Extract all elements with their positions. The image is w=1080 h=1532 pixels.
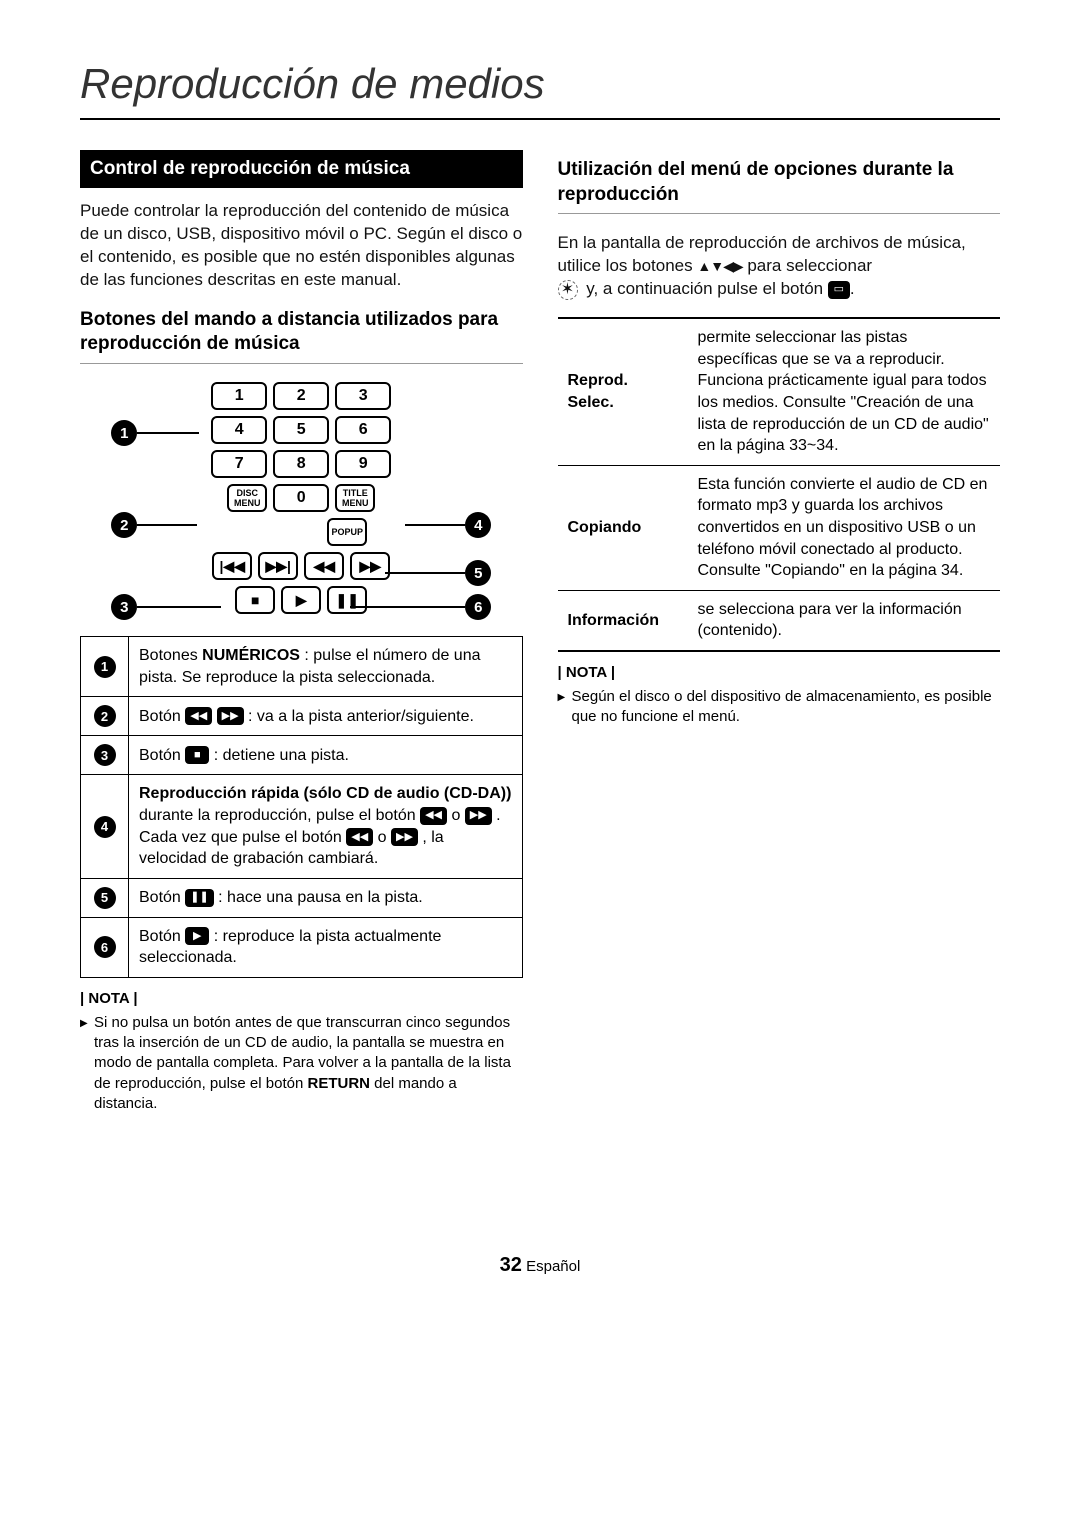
intro-paragraph: Puede controlar la reproducción del cont… xyxy=(80,200,523,292)
stop-icon: ■ xyxy=(185,746,209,764)
play-key: ▶ xyxy=(281,586,321,614)
page-number: 32 xyxy=(500,1254,522,1276)
remote-diagram: 1 2 3 4 5 6 1 2 3 4 5 6 xyxy=(80,382,523,614)
next-track-key: ▶▶| xyxy=(258,552,298,580)
keypad-1: 1 xyxy=(211,382,267,410)
row4-badge: 4 xyxy=(94,816,116,838)
keypad-7: 7 xyxy=(211,450,267,478)
popup-key: POPUP xyxy=(327,518,367,546)
nota-text-left: Si no pulsa un botón antes de que transc… xyxy=(80,1013,523,1114)
row6-text: Botón ▶ : reproduce la pista actualmente… xyxy=(129,917,523,977)
row1-badge: 1 xyxy=(94,656,116,678)
subheading-remote: Botones del mando a distancia utilizados… xyxy=(80,308,523,364)
enter-menu-icon: ▭ xyxy=(828,281,850,299)
row3-badge: 3 xyxy=(94,744,116,766)
row2-badge: 2 xyxy=(94,705,116,727)
row4-text: Reproducción rápida (sólo CD de audio (C… xyxy=(129,775,523,878)
pause-key: ❚❚ xyxy=(327,586,367,614)
tools-icon: ✶ xyxy=(558,280,578,300)
keypad-4: 4 xyxy=(211,416,267,444)
right-paragraph: En la pantalla de reproducción de archiv… xyxy=(558,232,1001,301)
keypad-6: 6 xyxy=(335,416,391,444)
opt-row1-text: permite seleccionar las pistas específic… xyxy=(688,318,1001,465)
direction-arrows-icon: ▲▼◀▶ xyxy=(697,258,742,274)
keypad-0: 0 xyxy=(273,484,329,512)
rewind-icon-2: ◀◀ xyxy=(346,828,373,846)
nota-label-right: | NOTA | xyxy=(558,664,1001,681)
callout-2: 2 xyxy=(111,512,137,538)
page-footer: 32 Español xyxy=(80,1254,1000,1277)
disc-menu-key: DISC MENU xyxy=(227,484,267,512)
opt-row1-label: Reprod. Selec. xyxy=(558,318,688,465)
keypad-2: 2 xyxy=(273,382,329,410)
prev-icon: ◀◀ xyxy=(185,707,212,725)
title-menu-key: TITLE MENU xyxy=(335,484,375,512)
right-column: Utilización del menú de opciones durante… xyxy=(558,150,1001,1114)
callout-3: 3 xyxy=(111,594,137,620)
play-icon: ▶ xyxy=(185,927,209,945)
page-title: Reproducción de medios xyxy=(80,60,1000,120)
opt-row3-label: Información xyxy=(558,590,688,651)
nota-label-left: | NOTA | xyxy=(80,990,523,1007)
stop-key: ■ xyxy=(235,586,275,614)
options-table: Reprod. Selec. permite seleccionar las p… xyxy=(558,317,1001,652)
callout-6: 6 xyxy=(465,594,491,620)
row1-text: Botones NUMÉRICOS : pulse el número de u… xyxy=(129,637,523,697)
callout-1: 1 xyxy=(111,420,137,446)
fforward-icon: ▶▶ xyxy=(465,807,492,825)
keypad-9: 9 xyxy=(335,450,391,478)
keypad-3: 3 xyxy=(335,382,391,410)
nota-text-right: Según el disco o del dispositivo de alma… xyxy=(558,687,1001,728)
row2-text: Botón ◀◀ ▶▶ : va a la pista anterior/sig… xyxy=(129,697,523,736)
row5-badge: 5 xyxy=(94,887,116,909)
prev-track-key: |◀◀ xyxy=(212,552,252,580)
callout-4: 4 xyxy=(465,512,491,538)
row5-text: Botón ❚❚ : hace una pausa en la pista. xyxy=(129,878,523,917)
fforward-icon-2: ▶▶ xyxy=(391,828,418,846)
fforward-key: ▶▶ xyxy=(350,552,390,580)
opt-row3-text: se selecciona para ver la información (c… xyxy=(688,590,1001,651)
rewind-icon: ◀◀ xyxy=(420,807,447,825)
page-language: Español xyxy=(526,1258,580,1275)
callout-5: 5 xyxy=(465,560,491,586)
rewind-key: ◀◀ xyxy=(304,552,344,580)
row3-text: Botón ■ : detiene una pista. xyxy=(129,736,523,775)
left-column: Control de reproducción de música Puede … xyxy=(80,150,523,1114)
row6-badge: 6 xyxy=(94,936,116,958)
opt-row2-label: Copiando xyxy=(558,465,688,590)
next-icon: ▶▶ xyxy=(217,707,244,725)
pause-icon: ❚❚ xyxy=(185,889,213,907)
button-descriptions-table: 1 Botones NUMÉRICOS : pulse el número de… xyxy=(80,636,523,978)
keypad-5: 5 xyxy=(273,416,329,444)
subheading-options: Utilización del menú de opciones durante… xyxy=(558,158,1001,214)
section-heading-dark: Control de reproducción de música xyxy=(80,150,523,188)
opt-row2-text: Esta función convierte el audio de CD en… xyxy=(688,465,1001,590)
keypad-8: 8 xyxy=(273,450,329,478)
